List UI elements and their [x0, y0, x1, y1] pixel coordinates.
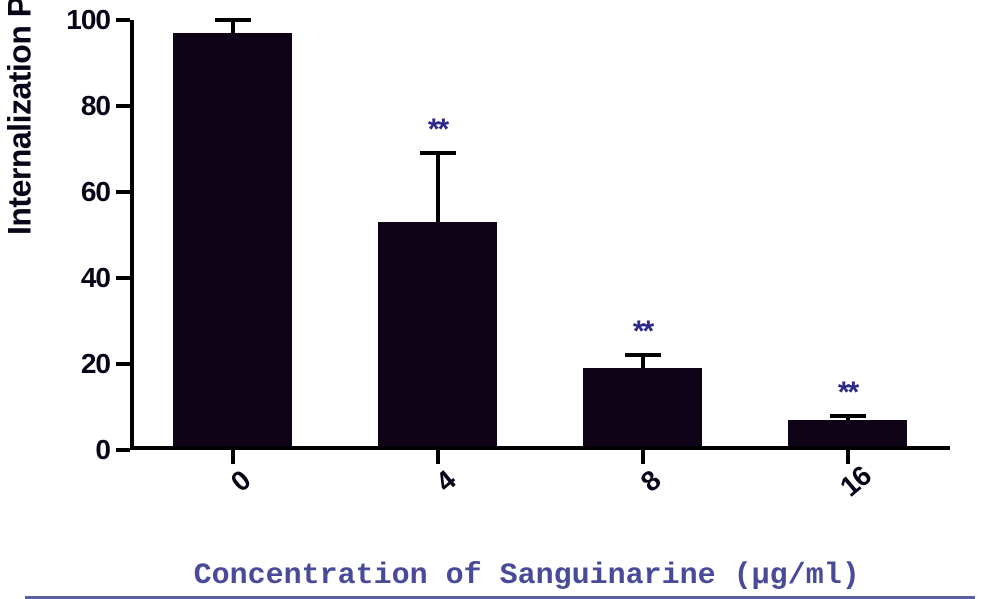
x-tick	[641, 450, 645, 464]
y-tick-label: 40	[81, 262, 110, 294]
y-tick-label: 100	[66, 4, 110, 36]
y-tick	[116, 18, 130, 22]
significance-marker: **	[838, 376, 857, 410]
y-tick	[116, 448, 130, 452]
chart-plot-area: 02040608010004**8**16**	[130, 20, 950, 450]
error-bar-cap	[420, 151, 456, 155]
y-tick	[116, 276, 130, 280]
y-tick	[116, 362, 130, 366]
bar	[788, 420, 907, 446]
bar	[583, 368, 702, 446]
y-tick	[116, 190, 130, 194]
x-tick-label: 0	[209, 465, 256, 512]
error-bar-cap	[625, 353, 661, 357]
y-tick-label: 80	[81, 90, 110, 122]
y-tick-label: 0	[95, 434, 110, 466]
x-tick	[846, 450, 850, 464]
bar	[378, 222, 497, 446]
bar	[173, 33, 292, 446]
x-axis-title: Concentration of Sanguinarine (μg/ml)	[194, 559, 860, 593]
y-tick-label: 60	[81, 176, 110, 208]
x-tick-label: 16	[818, 460, 876, 516]
error-bar-cap	[215, 18, 251, 22]
error-bar-line	[436, 153, 440, 222]
significance-marker: **	[633, 315, 652, 349]
error-bar-cap	[830, 414, 866, 418]
y-tick-label: 20	[81, 348, 110, 380]
x-tick-label: 8	[619, 465, 666, 512]
y-tick	[116, 104, 130, 108]
y-axis-line	[130, 20, 134, 450]
y-axis-title: Internalization Percent (%)	[2, 0, 39, 235]
x-axis-line	[130, 446, 950, 450]
x-tick-label: 4	[414, 465, 461, 512]
x-tick	[436, 450, 440, 464]
x-tick	[231, 450, 235, 464]
significance-marker: **	[428, 113, 447, 147]
